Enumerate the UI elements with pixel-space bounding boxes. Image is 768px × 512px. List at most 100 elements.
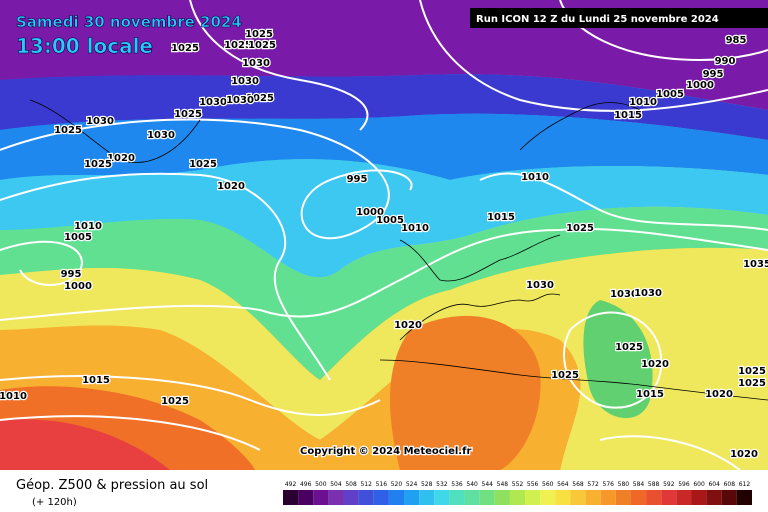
isobar-label: 985: [726, 35, 747, 46]
legend-swatch: [600, 490, 616, 505]
legend-swatch: [404, 490, 420, 505]
footer-subtitle: (+ 120h): [32, 497, 77, 508]
legend-swatch: [630, 490, 647, 505]
isobar-label: 1015: [636, 389, 664, 400]
legend-label: 504: [330, 481, 342, 488]
legend-label: 496: [300, 481, 312, 488]
legend-swatch: [449, 490, 465, 505]
legend-label: 588: [648, 481, 660, 488]
legend-swatch: [555, 490, 571, 505]
isobar-label: 1000: [686, 80, 714, 91]
legend-swatch: [313, 490, 329, 505]
legend-swatch: [509, 490, 526, 505]
isobar-label: 1030: [86, 116, 114, 127]
forecast-date: Samedi 30 novembre 2024: [16, 13, 242, 31]
isobar-label: 1010: [521, 172, 549, 183]
isobar-label: 1000: [356, 207, 384, 218]
legend-label: 512: [360, 481, 372, 488]
legend-label: 564: [557, 481, 569, 488]
isobar-label: 1010: [0, 391, 27, 402]
legend-swatch: [661, 490, 677, 505]
isobar-label: 995: [347, 174, 368, 185]
isobar-label: 1025: [566, 223, 594, 234]
legend-swatch: [676, 490, 692, 505]
isobar-label: 1030: [610, 289, 638, 300]
legend-label: 516: [376, 481, 388, 488]
legend-swatch: [419, 490, 435, 505]
legend-label: 544: [482, 481, 494, 488]
legend-swatch: [646, 490, 662, 505]
run-box: [470, 8, 768, 28]
legend-label: 608: [724, 481, 736, 488]
isobar-label: 1030: [226, 95, 254, 106]
isobar-label: 1015: [614, 110, 642, 121]
isobar-label: 1025: [54, 125, 82, 136]
isobar-label: 1030: [634, 288, 662, 299]
isobar-label: 1030: [526, 280, 554, 291]
isobar-label: 1025: [171, 43, 199, 54]
isobar-label: 1025: [245, 29, 273, 40]
copyright: Copyright © 2024 Meteociel.fr: [300, 446, 471, 457]
legend-label: 520: [391, 481, 403, 488]
legend-label: 552: [512, 481, 524, 488]
legend-label: 568: [572, 481, 584, 488]
isobar-label: 1025: [246, 93, 274, 104]
isobar-label: 1010: [401, 223, 429, 234]
legend-swatch: [721, 490, 737, 505]
legend-label: 572: [587, 481, 599, 488]
forecast-time: 13:00 locale: [16, 34, 153, 58]
isobar-label: 1005: [656, 89, 684, 100]
legend-label: 508: [345, 481, 357, 488]
legend-label: 500: [315, 481, 327, 488]
isobar-label: 1005: [64, 232, 92, 243]
legend-label: 584: [633, 481, 645, 488]
isobar-label: 1015: [487, 212, 515, 223]
isobar-label: 1020: [217, 181, 245, 192]
legend-label: 532: [436, 481, 448, 488]
legend-swatch: [343, 490, 359, 505]
isobar-label: 1025: [248, 40, 276, 51]
run-info: Run ICON 12 Z du Lundi 25 novembre 2024: [476, 14, 719, 25]
isobar-label: 1025: [738, 378, 766, 389]
legend-swatch: [358, 490, 374, 505]
legend-label: 540: [466, 481, 478, 488]
isobar-label: 995: [61, 269, 82, 280]
footer-title: Géop. Z500 & pression au sol: [16, 478, 208, 493]
isobar-label: 1030: [199, 97, 227, 108]
legend-label: 604: [708, 481, 720, 488]
legend-swatch: [525, 490, 541, 505]
isobar-label: 1025: [189, 159, 217, 170]
legend-swatch: [373, 490, 389, 505]
legend-swatch: [479, 490, 495, 505]
isobar-label: 1025: [551, 370, 579, 381]
isobar-label: 990: [715, 56, 736, 67]
legend-swatch: [615, 490, 631, 505]
legend-swatch: [434, 490, 450, 505]
legend-swatch: [570, 490, 586, 505]
legend-swatch: [298, 490, 314, 505]
isobar-label: 1020: [394, 320, 422, 331]
legend-swatch: [585, 490, 601, 505]
isobar-label: 1030: [147, 130, 175, 141]
legend-label: 524: [406, 481, 418, 488]
isobar-label: 1035: [743, 259, 768, 270]
isobar-label: 1020: [641, 359, 669, 370]
legend-swatch: [691, 490, 707, 505]
legend-swatch: [464, 490, 480, 505]
isobar-label: 1025: [161, 396, 189, 407]
legend-label: 536: [451, 481, 463, 488]
legend-swatch: [540, 490, 556, 505]
isobar-label: 995: [703, 69, 724, 80]
isobar-label: 1025: [174, 109, 202, 120]
isobar-label: 1010: [629, 97, 657, 108]
isobar-label: 1020: [107, 153, 135, 164]
legend-label: 556: [527, 481, 539, 488]
isobar-label: 1025: [738, 366, 766, 377]
legend-label: 560: [542, 481, 554, 488]
legend-swatch: [283, 490, 299, 505]
legend-swatch: [494, 490, 510, 505]
legend-swatch: [328, 490, 344, 505]
legend-swatch: [706, 490, 722, 505]
